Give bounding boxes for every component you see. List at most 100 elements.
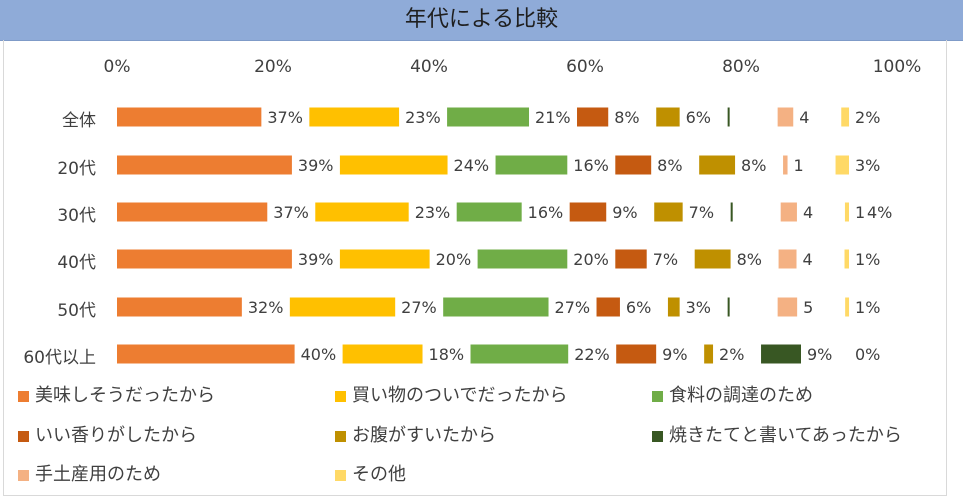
data-label: 1 [794,156,804,175]
legend-label: 美味しそうだったから [35,385,215,406]
legend-item: 食料の調達のため [652,381,813,407]
bar-segment [456,202,522,222]
data-label: 9% [807,345,832,364]
bar-segment [777,297,798,317]
legend-label: 手土産用のため [35,464,161,485]
data-label: 37% [267,108,303,127]
category-label: 60代以上 [23,348,96,368]
chart-title: 年代による比較 [404,7,559,32]
data-label: 27% [401,298,437,317]
data-label: 6% [686,108,711,127]
bar-segment [780,202,797,222]
bar-segment [841,107,850,127]
legend-label: 焼きたてと書いてあったから [669,425,902,446]
bar-segment [315,202,409,222]
data-label: 4 [799,108,809,127]
legend-swatch [335,469,346,481]
legend-swatch [18,390,29,402]
bar-segment [727,107,730,127]
category-label: 全体 [62,111,96,131]
bar-segment [495,155,568,175]
bar-segment [309,107,400,127]
x-tick-label: 20% [254,57,292,77]
bar-segment [117,202,268,222]
x-tick-label: 60% [566,57,604,77]
legend-label: お腹がすいたから [352,425,496,446]
x-tick-label: 0% [103,57,131,77]
data-label: 1 [855,203,865,222]
data-label: 9% [662,345,687,364]
data-label: 7% [689,203,714,222]
bar-segment [844,202,849,222]
data-label: 4% [867,203,892,222]
bar-segment [117,155,292,175]
data-label: 4 [803,250,813,269]
data-label: 8% [741,156,766,175]
data-label: 22% [574,345,610,364]
data-label: 7% [653,250,678,269]
bar-segment [783,155,788,175]
data-label: 32% [248,298,284,317]
bar-segment [845,297,850,317]
legend-label: その他 [352,464,406,485]
bar-segment [596,297,620,317]
bar-segment [615,249,647,269]
data-label: 37% [273,203,309,222]
data-label: 24% [454,156,490,175]
data-label: 23% [405,108,441,127]
legend-item: 手土産用のため [18,460,161,486]
data-label: 6% [626,298,651,317]
x-tick-label: 80% [722,57,760,77]
data-label: 16% [528,203,564,222]
bar-segment [339,155,448,175]
data-label: 27% [555,298,591,317]
data-label: 16% [573,156,609,175]
bar-segment [117,249,292,269]
legend-swatch [335,390,346,402]
bar-segment [443,297,549,317]
plot-frame [3,40,947,496]
bar-segment [477,249,568,269]
legend-item: 焼きたてと書いてあったから [652,421,902,447]
data-label: 2% [855,108,880,127]
x-tick-label: 100% [872,57,922,77]
data-label: 8% [657,156,682,175]
legend-swatch [335,430,346,442]
data-label: 8% [737,250,762,269]
legend-item: その他 [335,460,406,486]
data-label: 40% [301,345,337,364]
legend-label: 食料の調達のため [669,385,813,406]
legend-item: 買い物のついでだったから [335,381,567,407]
category-label: 50代 [57,301,96,321]
bar-segment [654,202,683,222]
legend-item: いい香りがしたから [18,421,197,447]
legend-swatch [652,430,663,442]
bar-segment [694,249,731,269]
legend-label: いい香りがしたから [35,425,197,446]
data-label: 39% [298,156,334,175]
legend-item: お腹がすいたから [335,421,496,447]
data-label: 0% [855,345,880,364]
bar-segment [569,202,607,222]
category-label: 30代 [57,206,96,226]
bar-segment [656,107,680,127]
bar-segment [844,249,849,269]
data-label: 20% [436,250,472,269]
x-tick-label: 40% [410,57,448,77]
data-label: 1% [855,298,880,317]
bar-segment [117,344,295,364]
category-label: 20代 [57,159,96,179]
data-label: 3% [855,156,880,175]
bar-segment [835,155,849,175]
legend-label: 買い物のついでだったから [352,385,568,406]
data-label: 4 [803,203,813,222]
data-label: 21% [535,108,571,127]
bar-segment [777,107,794,127]
bar-segment [339,249,430,269]
category-label: 40代 [57,253,96,273]
data-label: 5 [803,298,813,317]
data-label: 23% [415,203,451,222]
bar-segment [615,155,652,175]
